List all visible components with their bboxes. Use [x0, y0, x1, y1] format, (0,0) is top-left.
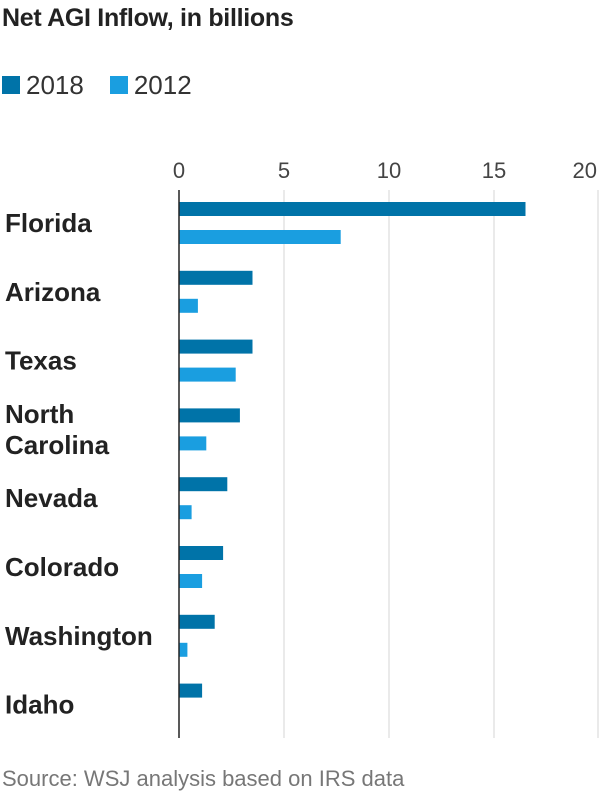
x-tick-label-10: 10 — [377, 158, 401, 183]
x-tick-label-20: 20 — [573, 158, 597, 183]
category-label-line: Washington — [5, 621, 153, 651]
category-label-line: Carolina — [5, 430, 110, 460]
legend: 2018 2012 — [2, 70, 218, 100]
legend-item-2012: 2012 — [109, 69, 192, 101]
x-tick-label-5: 5 — [278, 158, 290, 183]
bar-2018-north-carolina — [179, 408, 240, 423]
legend-item-2018: 2018 — [2, 70, 84, 101]
bar-2012-florida — [179, 230, 341, 244]
legend-label-2018: 2018 — [26, 69, 84, 100]
category-label-arizona: Arizona — [5, 277, 101, 307]
x-tick-label-0: 0 — [173, 158, 185, 183]
bar-2018-idaho — [179, 683, 203, 698]
category-label-line: Idaho — [5, 690, 74, 720]
legend-swatch-2012 — [109, 76, 128, 94]
chart-title: Net AGI Inflow, in billions — [2, 4, 294, 32]
category-label-line: North — [5, 399, 74, 429]
bar-2012-texas — [179, 367, 236, 382]
legend-label-2012: 2012 — [133, 69, 192, 100]
bar-2012-north-carolina — [179, 436, 207, 451]
category-label-nevada: Nevada — [5, 483, 98, 513]
category-label-colorado: Colorado — [5, 552, 119, 582]
category-label-idaho: Idaho — [5, 690, 74, 720]
category-label-florida: Florida — [5, 208, 92, 238]
category-label-north-carolina: North Carolina — [5, 399, 110, 460]
category-label-line: Texas — [5, 346, 77, 376]
bar-2018-washington — [179, 614, 215, 629]
bar-2018-nevada — [179, 477, 228, 492]
bar-2018-texas — [179, 339, 253, 354]
bar-2012-colorado — [179, 574, 203, 588]
bar-2012-arizona — [179, 298, 198, 313]
category-label-line: Colorado — [5, 552, 119, 582]
bar-2012-nevada — [179, 505, 192, 520]
category-label-washington: Washington — [5, 621, 153, 651]
source-note: Source: WSJ analysis based on IRS data — [2, 766, 405, 791]
bar-2018-colorado — [179, 546, 224, 560]
bar-2018-arizona — [179, 270, 253, 285]
category-label-texas: Texas — [5, 346, 77, 376]
category-label-line: Nevada — [5, 483, 98, 513]
category-label-line: Florida — [5, 208, 92, 238]
x-tick-label-15: 15 — [482, 158, 506, 183]
legend-swatch-2018 — [2, 76, 20, 94]
category-label-line: Arizona — [5, 277, 101, 307]
bar-2012-washington — [179, 642, 188, 657]
bar-2018-florida — [179, 202, 526, 216]
